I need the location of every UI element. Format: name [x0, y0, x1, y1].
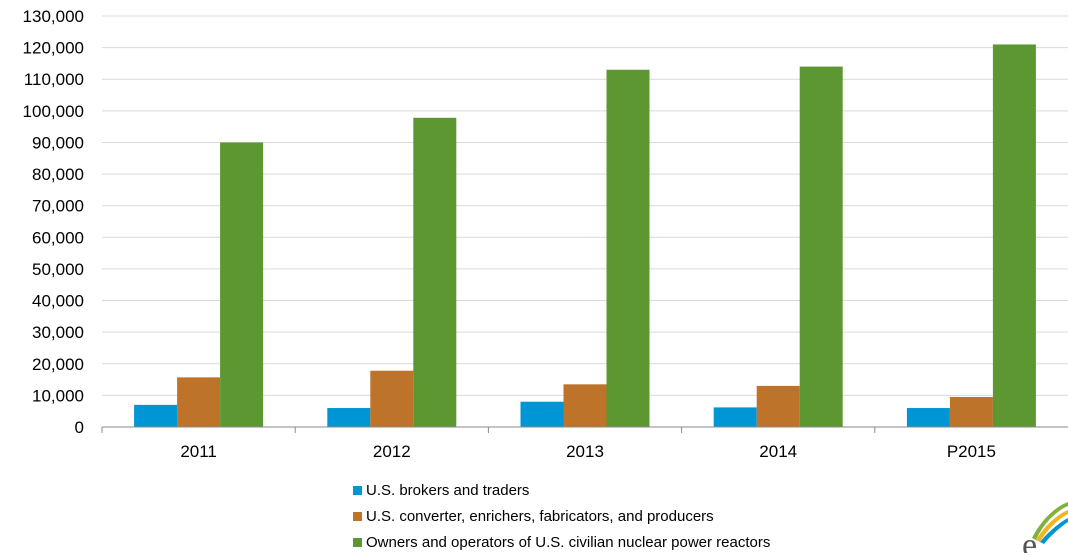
bar — [520, 401, 564, 427]
legend-label: U.S. brokers and traders — [366, 481, 530, 499]
eia-logo-icon: e — [1022, 498, 1068, 553]
bar — [756, 385, 800, 427]
y-tick-label: 20,000 — [32, 355, 84, 374]
bar — [220, 142, 264, 427]
legend-swatch — [353, 537, 362, 547]
bar — [992, 44, 1036, 427]
bar — [906, 408, 950, 427]
logo-swoosh-yellow — [1036, 510, 1068, 542]
y-tick-label: 30,000 — [32, 323, 84, 342]
y-tick-label: 100,000 — [23, 102, 84, 121]
bar — [370, 370, 414, 427]
legend-swatch — [353, 485, 362, 495]
bar — [177, 377, 221, 427]
y-tick-label: 60,000 — [32, 228, 84, 247]
bar — [563, 384, 607, 427]
legend-item-brokers: U.S. brokers and traders — [353, 477, 770, 503]
x-tick-label: 2013 — [566, 442, 604, 461]
bars — [134, 44, 1036, 427]
y-tick-label: 130,000 — [23, 7, 84, 26]
bar — [949, 396, 993, 427]
y-tick-label: 40,000 — [32, 292, 84, 311]
y-tick-label: 90,000 — [32, 133, 84, 152]
bar-chart: 0 10,000 20,000 30,000 40,000 50,000 60,000 70,… — [23, 7, 1068, 461]
logo-swoosh-blue — [1040, 518, 1068, 544]
y-tick-label: 0 — [75, 418, 84, 437]
legend-swatch — [353, 511, 362, 521]
bar — [134, 404, 178, 427]
y-tick-label: 10,000 — [32, 386, 84, 405]
y-tick-label: 50,000 — [32, 260, 84, 279]
legend-label: U.S. converter, enrichers, fabricators, … — [366, 507, 714, 525]
legend: U.S. brokers and traders U.S. converter,… — [353, 477, 770, 555]
x-tick-label: 2012 — [373, 442, 411, 461]
y-tick-label: 80,000 — [32, 165, 84, 184]
y-tick-label: 120,000 — [23, 39, 84, 58]
logo-swoosh-green — [1032, 502, 1068, 540]
x-tick-label: 2014 — [759, 442, 797, 461]
x-axis-tick-labels: 2011 2012 2013 2014 P2015 — [101, 427, 996, 461]
x-tick-label: P2015 — [947, 442, 996, 461]
bar — [713, 407, 757, 427]
y-tick-label: 110,000 — [24, 70, 84, 89]
y-tick-label: 70,000 — [32, 197, 84, 216]
x-tick-label: 2011 — [180, 442, 217, 461]
y-axis-tick-labels: 0 10,000 20,000 30,000 40,000 50,000 60,000 70,… — [23, 7, 84, 437]
bar — [799, 66, 843, 427]
legend-item-producers: U.S. converter, enrichers, fabricators, … — [353, 503, 770, 529]
legend-label: Owners and operators of U.S. civilian nu… — [366, 533, 771, 551]
bar — [327, 408, 371, 427]
logo-letter-e: e — [1022, 527, 1037, 553]
bar — [413, 117, 457, 427]
bar — [606, 69, 650, 427]
legend-item-reactor-owners: Owners and operators of U.S. civilian nu… — [353, 529, 770, 555]
